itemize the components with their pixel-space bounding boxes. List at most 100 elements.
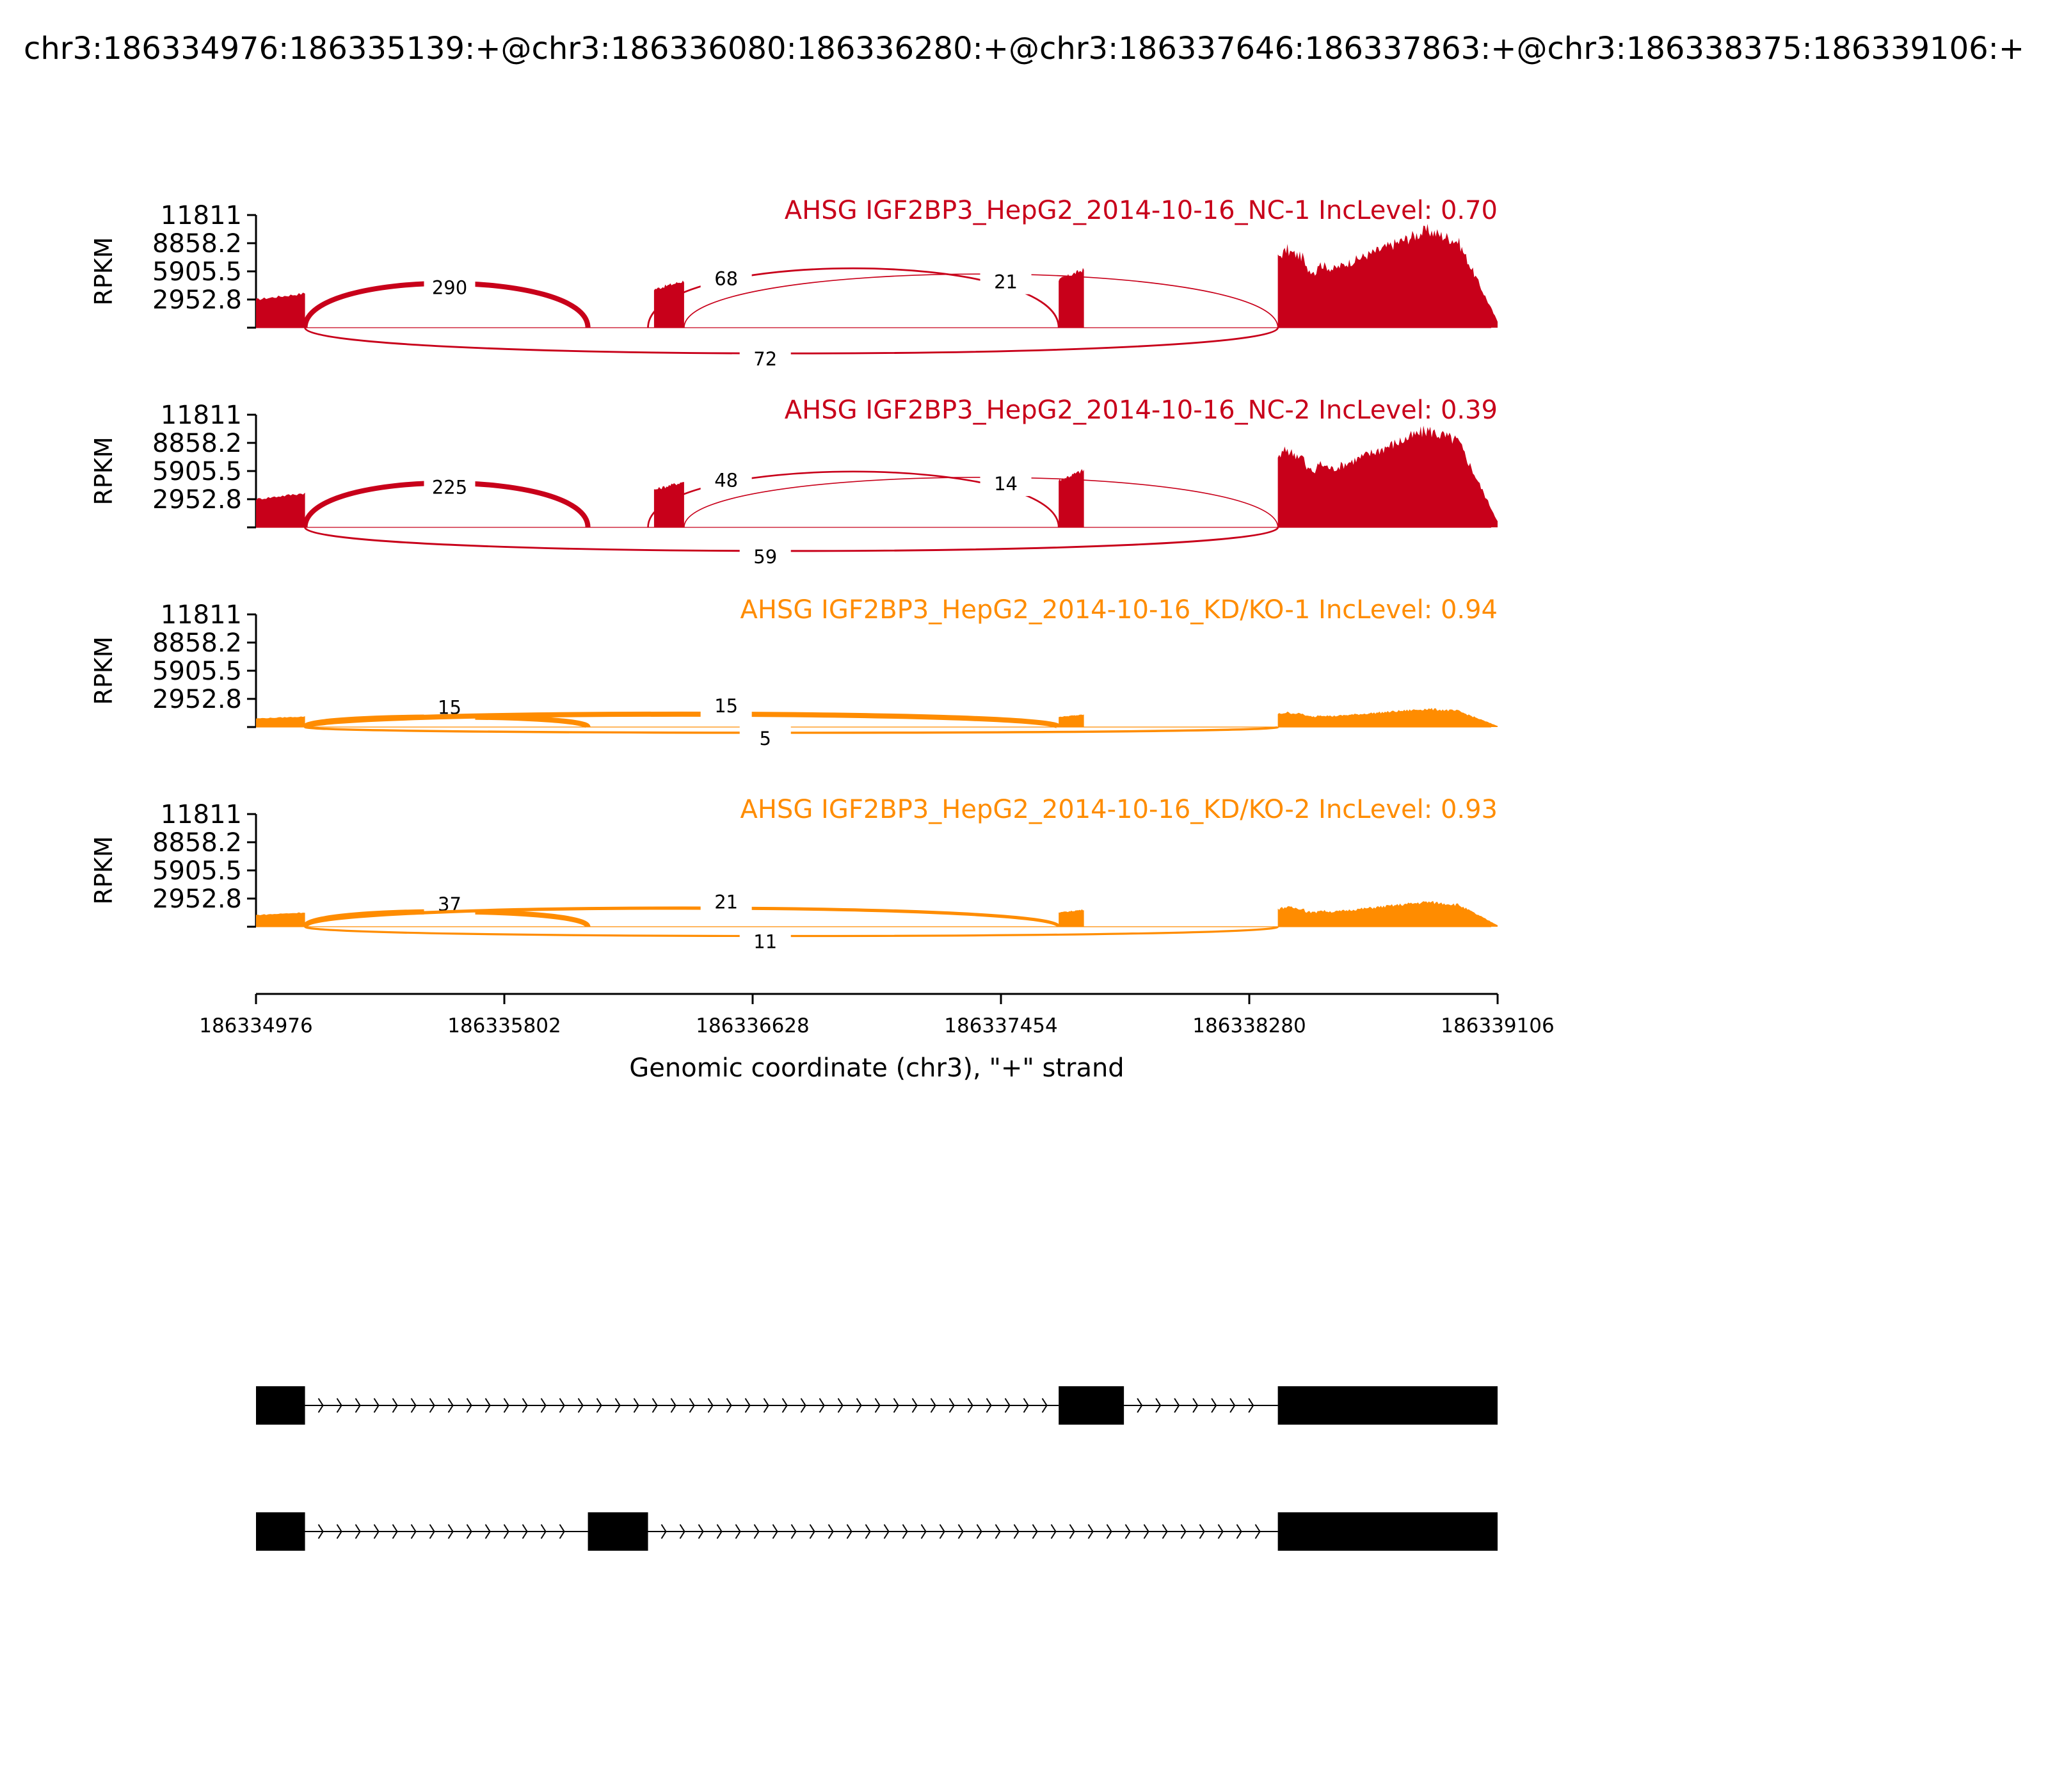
- strand-arrow: [707, 1398, 714, 1413]
- coverage-area-exon-5: [1277, 426, 1498, 527]
- y-tick-label: 11811: [161, 800, 242, 829]
- strand-arrow: [809, 1524, 815, 1539]
- y-tick-label: 2952.8: [152, 485, 242, 515]
- strand-arrow: [317, 1398, 324, 1413]
- exon-block: [1059, 1386, 1124, 1425]
- strand-arrow: [874, 1398, 881, 1413]
- strand-arrow: [735, 1524, 741, 1539]
- strand-arrow: [790, 1524, 797, 1539]
- junction-label-bg: [980, 268, 1032, 294]
- x-tick-label: 186338280: [1192, 1014, 1306, 1037]
- coverage-area-exon-3: [653, 482, 684, 527]
- strand-arrow: [633, 1398, 639, 1413]
- strand-arrow: [948, 1398, 955, 1413]
- exon-block: [256, 1512, 305, 1551]
- strand-arrow: [503, 1524, 509, 1539]
- strand-arrow: [660, 1524, 667, 1539]
- strand-arrow: [559, 1524, 565, 1539]
- strand-arrow: [911, 1398, 918, 1413]
- y-axis-label: RPKM: [90, 436, 118, 505]
- strand-arrow: [995, 1524, 1001, 1539]
- strand-arrow: [1174, 1398, 1180, 1413]
- strand-arrow: [726, 1398, 732, 1413]
- strand-arrow: [1211, 1398, 1217, 1413]
- y-tick-label: 5905.5: [152, 856, 242, 886]
- strand-arrow: [503, 1398, 509, 1413]
- strand-arrow: [819, 1398, 825, 1413]
- x-tick-label: 186336628: [696, 1014, 810, 1037]
- strand-arrow: [1004, 1398, 1011, 1413]
- strand-arrow: [1162, 1524, 1168, 1539]
- junction-label-bg: [700, 467, 752, 493]
- strand-arrow: [763, 1398, 769, 1413]
- strand-arrow: [920, 1524, 927, 1539]
- coverage-area-exon-4: [1059, 268, 1084, 328]
- strand-arrow: [392, 1398, 398, 1413]
- strand-arrow: [429, 1524, 435, 1539]
- junction-count-label: 290: [432, 276, 467, 298]
- strand-arrow: [930, 1398, 936, 1413]
- y-tick-label: 5905.5: [152, 457, 242, 486]
- chart-title: chr3:186334976:186335139:+@chr3:18633608…: [24, 31, 2024, 67]
- y-axis-label: RPKM: [90, 836, 118, 904]
- junction-label-bg: [739, 724, 791, 751]
- strand-arrow: [753, 1524, 760, 1539]
- y-tick-label: 8858.2: [152, 828, 242, 858]
- strand-arrow: [716, 1524, 723, 1539]
- coverage-area-exon-1: [256, 492, 305, 527]
- coverage-area-exon-1: [256, 716, 305, 727]
- strand-arrow: [1106, 1524, 1112, 1539]
- strand-arrow: [1248, 1398, 1254, 1413]
- strand-arrow: [559, 1398, 565, 1413]
- y-tick-label: 2952.8: [152, 285, 242, 315]
- junction-count-label: 225: [432, 476, 467, 498]
- junction-count-label: 5: [760, 728, 771, 749]
- strand-arrow: [447, 1398, 454, 1413]
- strand-arrow: [902, 1524, 908, 1539]
- coverage-area-exon-4: [1059, 468, 1084, 527]
- exon-block: [1277, 1512, 1498, 1551]
- coverage-area-exon-1: [256, 912, 305, 927]
- strand-arrow: [1032, 1524, 1038, 1539]
- strand-arrow: [1013, 1524, 1020, 1539]
- junction-arc: [303, 906, 1060, 929]
- exon-block: [256, 1386, 305, 1425]
- junction-label-bg: [739, 543, 791, 569]
- y-axis-label: RPKM: [90, 237, 118, 305]
- strand-arrow: [1124, 1524, 1131, 1539]
- strand-arrow: [484, 1398, 491, 1413]
- junction-count-label: 11: [753, 931, 777, 953]
- strand-arrow: [466, 1398, 472, 1413]
- isoform-track: [256, 1386, 1498, 1551]
- junction-label-bg: [700, 692, 752, 718]
- junction-label-bg: [739, 346, 791, 372]
- strand-arrow: [679, 1524, 685, 1539]
- strand-arrow: [1217, 1524, 1224, 1539]
- y-tick-label: 11811: [161, 201, 242, 230]
- strand-arrow: [355, 1398, 361, 1413]
- strand-arrow: [939, 1524, 945, 1539]
- y-tick-label: 5905.5: [152, 257, 242, 287]
- strand-arrow: [837, 1398, 844, 1413]
- junction-count-label: 59: [753, 546, 777, 568]
- junction-count-label: 21: [994, 271, 1018, 293]
- strand-arrow: [317, 1524, 324, 1539]
- y-tick-label: 2952.8: [152, 884, 242, 914]
- coverage-area-exon-5: [1277, 223, 1498, 328]
- strand-arrow: [1137, 1398, 1143, 1413]
- strand-arrow: [540, 1398, 547, 1413]
- x-tick-label: 186335802: [447, 1014, 561, 1037]
- strand-arrow: [1155, 1398, 1162, 1413]
- junction-label-bg: [739, 928, 791, 954]
- strand-arrow: [1192, 1398, 1199, 1413]
- strand-arrow: [1143, 1524, 1149, 1539]
- strand-arrow: [484, 1524, 491, 1539]
- strand-arrow: [522, 1398, 528, 1413]
- coverage-area-exon-4: [1059, 909, 1084, 927]
